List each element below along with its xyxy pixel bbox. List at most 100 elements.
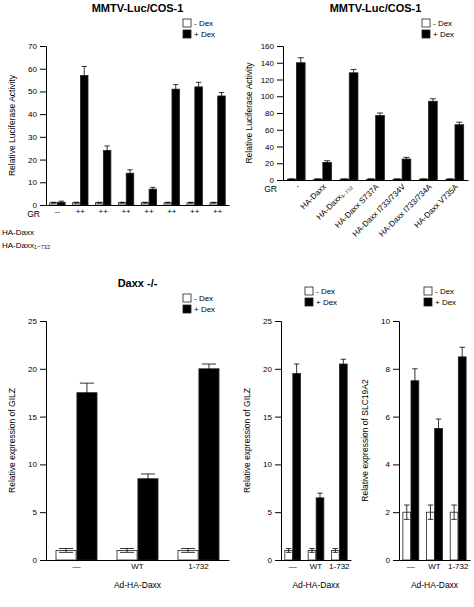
- y-tick: 40: [265, 143, 283, 152]
- y-tick-mark: [275, 417, 281, 418]
- legend: - Dex + Dex: [424, 287, 456, 307]
- legend-item: + Dex: [424, 298, 456, 307]
- error-bar: [447, 178, 453, 180]
- error-cap: [289, 179, 295, 180]
- bar: [138, 479, 158, 560]
- error-cap: [289, 178, 295, 179]
- error-cap: [451, 519, 456, 520]
- error-cap: [341, 368, 346, 369]
- legend-swatch: [422, 30, 430, 38]
- error-bar: [351, 69, 357, 76]
- bar: [458, 357, 466, 560]
- y-tick-label: 4: [386, 460, 391, 469]
- error-line: [66, 549, 67, 553]
- bar: [393, 179, 402, 180]
- error-line: [84, 66, 85, 84]
- legend-swatch: [424, 287, 432, 295]
- error-bar: [412, 369, 417, 393]
- y-tick: 10: [263, 460, 281, 469]
- bar: [210, 203, 218, 205]
- y-tick-mark: [277, 63, 283, 64]
- y-axis-line: [275, 322, 282, 561]
- legend-item: - Dex: [305, 287, 335, 296]
- bar: [402, 159, 411, 180]
- bar: [195, 87, 203, 205]
- error-line: [320, 493, 321, 503]
- y-tick-mark: [40, 321, 46, 322]
- y-tick-label: 120: [261, 76, 275, 85]
- error-cap: [74, 203, 79, 204]
- error-bar: [341, 359, 346, 369]
- error-cap: [430, 98, 436, 99]
- y-tick-mark: [40, 369, 46, 370]
- bar: [450, 512, 458, 560]
- y-tick-label: 10: [28, 178, 37, 187]
- title: Daxx -/-: [118, 277, 158, 289]
- error-bar: [141, 474, 155, 484]
- error-line: [127, 549, 128, 553]
- error-cap: [127, 169, 132, 170]
- error-cap: [368, 179, 374, 180]
- y-tick-label: 100: [261, 92, 275, 101]
- x-tick: -: [293, 182, 301, 190]
- error-cap: [341, 179, 347, 180]
- legend-label: + Dex: [435, 298, 456, 307]
- error-cap: [82, 66, 87, 67]
- legend-label: - Dex: [435, 287, 454, 296]
- error-cap: [421, 178, 427, 179]
- error-line: [296, 364, 297, 383]
- y-tick-label: 10: [263, 460, 272, 469]
- error-cap: [324, 164, 330, 165]
- panel: 0510152025—WT1-732Daxx -/-Relative expre…: [7, 277, 230, 590]
- x-axis-title: GR: [264, 184, 277, 194]
- error-cap: [141, 473, 155, 474]
- annotation: HA-Daxx₁₋₇₃₂: [2, 241, 50, 250]
- error-bar: [104, 146, 109, 155]
- error-cap: [377, 113, 383, 114]
- error-cap: [188, 203, 193, 204]
- error-cap: [315, 179, 321, 180]
- y-tick: 5: [268, 508, 281, 517]
- y-tick-mark: [277, 163, 283, 164]
- y-tick-label: 140: [261, 59, 275, 68]
- x-tick-label: WT: [310, 562, 323, 571]
- x-tick-label: --: [55, 207, 61, 216]
- bar: [293, 374, 301, 560]
- bar: [50, 203, 58, 205]
- y-axis: 020406080100120140160: [261, 42, 284, 185]
- error-cap: [412, 392, 417, 393]
- bar: [141, 203, 149, 205]
- y-axis-title: Relative expression of SLC19A2: [360, 379, 370, 502]
- error-line: [459, 122, 460, 127]
- bar: [349, 73, 358, 180]
- x-axis-title: Ad-HA-Daxx: [411, 580, 459, 590]
- y-tick-mark: [277, 180, 283, 181]
- error-cap: [403, 157, 409, 158]
- x-tick-label: 1-732: [188, 562, 209, 571]
- y-tick-mark: [275, 560, 281, 561]
- y-tick-label: 20: [28, 156, 37, 165]
- error-bar: [219, 93, 224, 100]
- error-cap: [173, 84, 178, 85]
- legend-item: + Dex: [422, 30, 454, 39]
- x-tick: —: [407, 562, 415, 571]
- x-axis: —WT1-732: [47, 561, 230, 571]
- x-tick: —: [289, 562, 297, 571]
- error-cap: [104, 155, 109, 156]
- x-tick: ++: [213, 207, 223, 216]
- y-tick: 6: [386, 413, 399, 422]
- error-bar: [298, 58, 304, 68]
- error-bar: [289, 178, 295, 180]
- bar: [411, 381, 419, 560]
- y-tick: 20: [28, 365, 46, 374]
- error-bar: [74, 202, 79, 204]
- x-axis: —WT1-732: [400, 561, 471, 571]
- y-tick-mark: [40, 160, 46, 161]
- error-bar: [173, 85, 178, 94]
- x-tick: 1-732: [448, 562, 469, 571]
- legend-item: - Dex: [183, 294, 213, 303]
- plot-area: 0510152025—WT1-732: [263, 317, 351, 571]
- error-cap: [412, 368, 417, 369]
- y-tick: 140: [261, 59, 283, 68]
- error-line: [406, 157, 407, 160]
